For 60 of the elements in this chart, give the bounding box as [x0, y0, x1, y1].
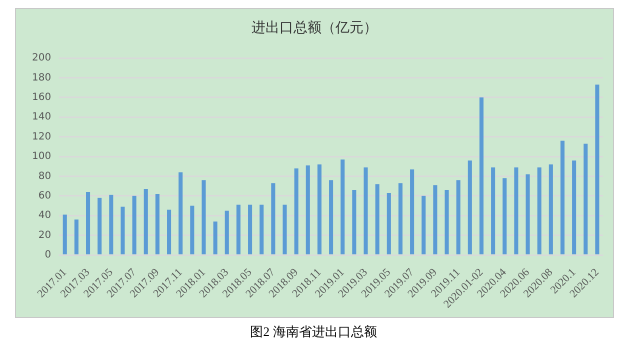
caption: 图2 海南省进出口总额: [249, 323, 378, 341]
y-tick-label: 200: [32, 52, 52, 64]
bar: [514, 167, 518, 254]
bar: [62, 214, 67, 254]
bar: [375, 184, 380, 254]
chart-title: 进出口总额（亿元）: [250, 19, 378, 37]
bar: [502, 178, 507, 254]
y-tick-label: 80: [38, 170, 52, 182]
bar: [190, 206, 194, 254]
y-tick-label: 180: [32, 72, 52, 84]
bar: [398, 183, 403, 254]
bar: [202, 180, 206, 254]
bar: [560, 140, 565, 254]
bar: [282, 204, 287, 254]
bar: [98, 198, 102, 254]
bar: [364, 167, 368, 254]
bar: [548, 164, 553, 254]
bar: [155, 194, 160, 254]
y-tick-label: 0: [44, 250, 52, 261]
bar: [306, 165, 310, 254]
bar: [109, 194, 114, 254]
bar: [537, 167, 542, 254]
y-tick-label: 60: [38, 190, 52, 202]
bar: [167, 210, 172, 254]
bar: [386, 192, 391, 254]
bar: [584, 144, 588, 254]
bar: [456, 180, 460, 254]
bar: [86, 192, 90, 254]
bar: [422, 196, 426, 254]
bar: [329, 180, 334, 254]
y-tick-label: 160: [32, 92, 52, 103]
bar: [444, 190, 449, 254]
bar: [433, 185, 438, 254]
bar: [74, 220, 78, 254]
bar: [260, 204, 264, 254]
bar: [132, 196, 136, 254]
bar: [526, 174, 530, 254]
y-tick-label: 120: [32, 131, 52, 142]
bar: [224, 210, 229, 254]
bar: [271, 183, 276, 254]
bar: [340, 159, 345, 254]
bar: [317, 164, 322, 254]
bar: [595, 84, 600, 254]
bar: [178, 172, 183, 254]
bar: [410, 169, 414, 254]
y-tick-label: 100: [32, 151, 52, 162]
y-tick-label: 40: [38, 210, 52, 222]
bar: [144, 189, 148, 254]
bar: [491, 167, 496, 254]
bar: [352, 190, 356, 254]
bar: [479, 97, 484, 254]
y-tick-label: 20: [38, 230, 52, 241]
y-tick-label: 140: [32, 112, 52, 123]
bar: [120, 206, 125, 254]
bar: [248, 204, 252, 254]
bar: [468, 160, 472, 254]
bar: [294, 168, 298, 254]
bar: [572, 160, 576, 254]
bar: [213, 222, 218, 254]
bar: [236, 204, 240, 254]
